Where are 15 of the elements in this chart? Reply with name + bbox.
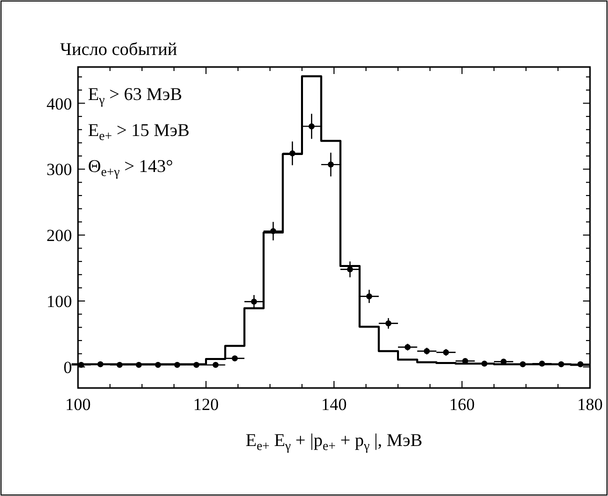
text: E$_{e+}$E$_{γ}$ + |p$_{e+}$ + p$_{γ}$ |, МэВ	[246, 430, 422, 453]
annotation: Θ$_{e+γ}$ > 143°	[88, 156, 174, 179]
y-tick-label: 100	[46, 292, 72, 311]
x-tick-label: 180	[577, 395, 603, 414]
x-tick-label: 140	[321, 395, 347, 414]
x-tick-label: 100	[65, 395, 91, 414]
y-tick-label: 200	[46, 226, 72, 246]
y-axis-title: Число событий	[60, 39, 178, 59]
y-tick-label: 400	[46, 94, 72, 114]
annotation: E$_{e+}$ > 15 МэВ	[88, 120, 190, 143]
y-tick-label: 0	[64, 358, 72, 377]
y-tick-label: 300	[46, 160, 72, 180]
x-tick-label: 120	[193, 395, 219, 414]
x-tick-label: 160	[449, 395, 475, 414]
annotation: E$_{γ}$ > 63 МэВ	[88, 84, 182, 107]
